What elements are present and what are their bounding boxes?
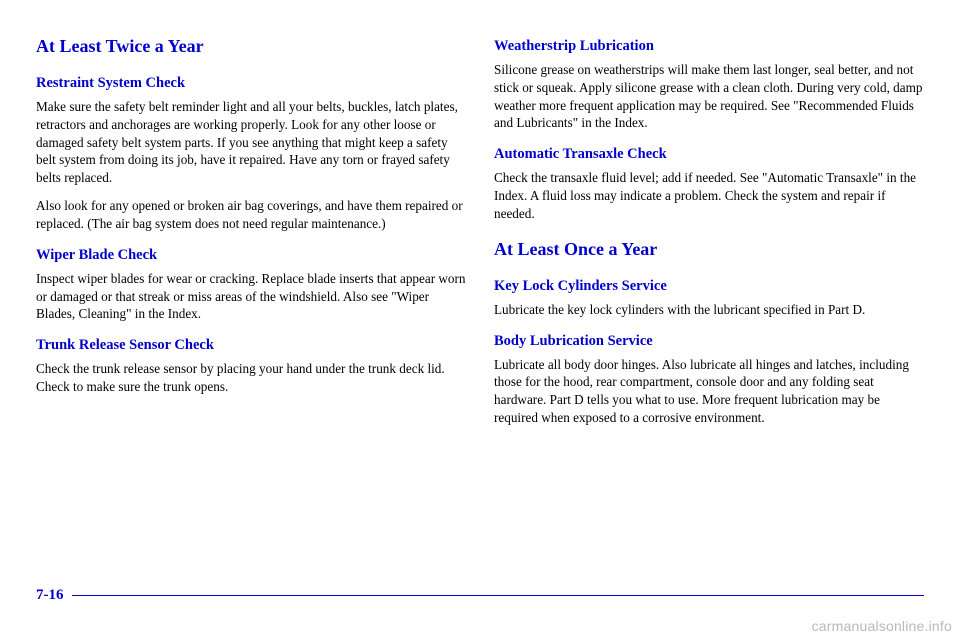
para-weatherstrip: Silicone grease on weatherstrips will ma… bbox=[494, 61, 924, 132]
para-keylock: Lubricate the key lock cylinders with th… bbox=[494, 301, 924, 319]
section-heading-once-year: At Least Once a Year bbox=[494, 239, 924, 260]
left-column: At Least Twice a Year Restraint System C… bbox=[36, 36, 466, 437]
subheading-wiper: Wiper Blade Check bbox=[36, 247, 466, 264]
subheading-weatherstrip: Weatherstrip Lubrication bbox=[494, 38, 924, 55]
para-wiper: Inspect wiper blades for wear or crackin… bbox=[36, 270, 466, 323]
subheading-bodylube: Body Lubrication Service bbox=[494, 333, 924, 350]
section-heading-twice-year: At Least Twice a Year bbox=[36, 36, 466, 57]
para-transaxle: Check the transaxle fluid level; add if … bbox=[494, 169, 924, 222]
subheading-restraint: Restraint System Check bbox=[36, 75, 466, 92]
para-trunk: Check the trunk release sensor by placin… bbox=[36, 360, 466, 396]
right-column: Weatherstrip Lubrication Silicone grease… bbox=[494, 36, 924, 437]
page-number: 7-16 bbox=[36, 587, 64, 604]
para-restraint-2: Also look for any opened or broken air b… bbox=[36, 197, 466, 233]
page-footer: 7-16 bbox=[36, 587, 924, 604]
subheading-keylock: Key Lock Cylinders Service bbox=[494, 278, 924, 295]
para-restraint-1: Make sure the safety belt reminder light… bbox=[36, 98, 466, 187]
footer-rule bbox=[72, 595, 925, 597]
page-content: At Least Twice a Year Restraint System C… bbox=[0, 0, 960, 437]
para-bodylube: Lubricate all body door hinges. Also lub… bbox=[494, 356, 924, 427]
subheading-trunk: Trunk Release Sensor Check bbox=[36, 337, 466, 354]
watermark: carmanualsonline.info bbox=[812, 618, 952, 634]
subheading-transaxle: Automatic Transaxle Check bbox=[494, 146, 924, 163]
